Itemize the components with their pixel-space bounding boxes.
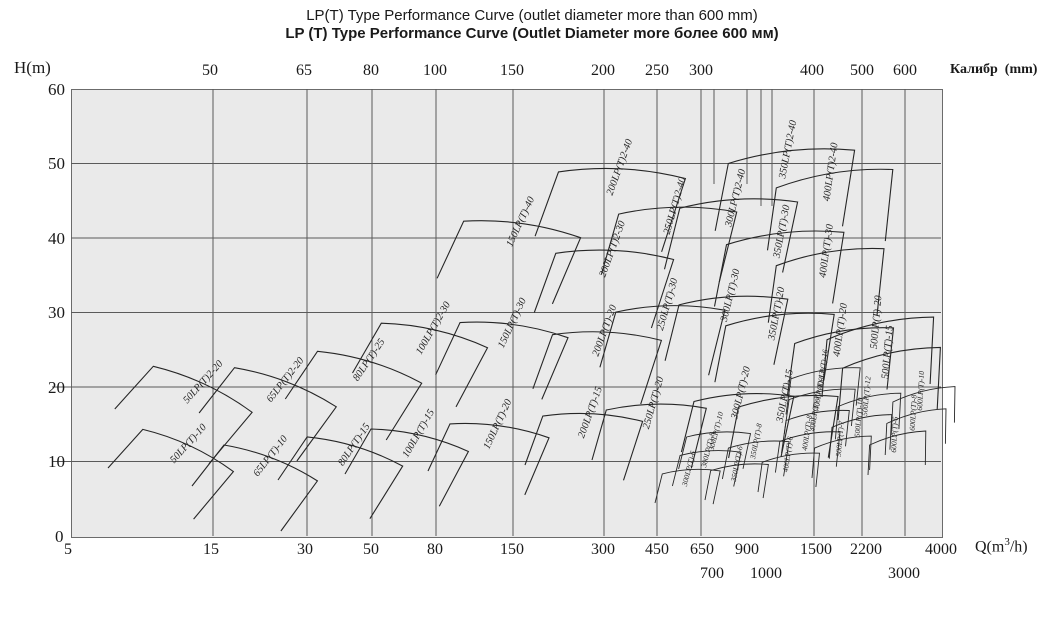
svg-text:300LP(T)-30: 300LP(T)-30 [719,267,743,324]
svg-text:500LP(T)-15: 500LP(T)-15 [880,325,896,380]
svg-text:600LP(T)-10: 600LP(T)-10 [915,371,926,411]
svg-text:50LP(T)-10: 50LP(T)-10 [168,421,209,465]
svg-text:500LP(T)-7: 500LP(T)-7 [834,419,846,457]
svg-text:600LP(T)-6: 600LP(T)-6 [889,416,900,452]
svg-text:65LP(T)-10: 65LP(T)-10 [251,433,290,479]
svg-text:50LP(T)2-20: 50LP(T)2-20 [181,358,226,406]
svg-text:300LP(T)2-40: 300LP(T)2-40 [723,167,748,229]
svg-text:200LP(T)2-30: 200LP(T)2-30 [598,219,629,279]
svg-text:400LP(T)-20: 400LP(T)-20 [832,302,850,358]
svg-text:250LP(T)-20: 250LP(T)-20 [641,375,667,431]
svg-text:350LP(T)-30: 350LP(T)-30 [771,203,792,260]
svg-text:65LP(T)2-20: 65LP(T)2-20 [265,355,307,405]
svg-text:100LP(T)-15: 100LP(T)-15 [401,408,437,460]
svg-text:400LP(T)2-40: 400LP(T)2-40 [821,141,840,202]
svg-text:500LP(T)-20: 500LP(T)-20 [869,294,885,349]
svg-text:200LP(T)2-40: 200LP(T)2-40 [605,137,636,197]
svg-text:300LP(T)-20: 300LP(T)-20 [729,365,753,422]
